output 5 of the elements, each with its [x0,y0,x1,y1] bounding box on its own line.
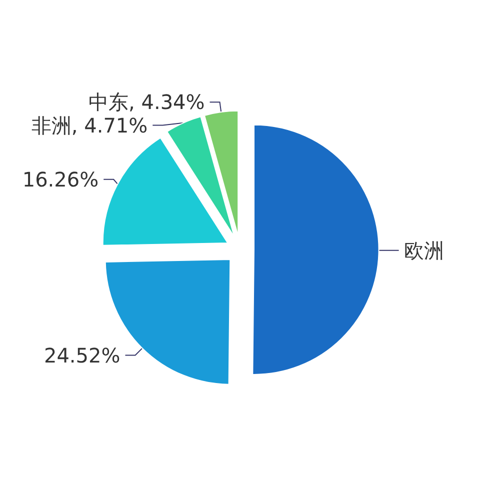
slice-label: 中东, 4.34% [88,90,205,114]
data-label: 24.52% [44,343,120,368]
slice-label: 欧洲 [404,238,444,262]
data-label: 16.26% [22,167,99,192]
slice-label: 非洲, 4.71% [31,113,148,138]
